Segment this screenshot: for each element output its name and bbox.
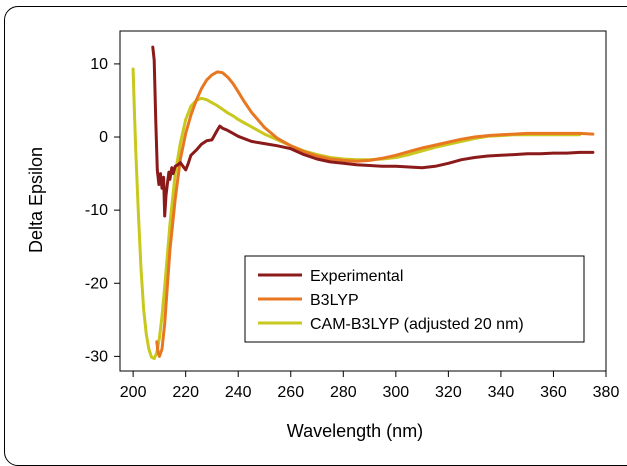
y-axis-label: Delta Epsilon [26, 147, 46, 253]
legend-label-experimental: Experimental [310, 268, 403, 285]
legend-label-b3lyp: B3LYP [310, 292, 359, 309]
plot-area-border [119, 30, 607, 372]
x-tick-label: 220 [172, 384, 199, 401]
series-line-b3lyp [155, 70, 595, 358]
x-tick-label: 340 [488, 384, 515, 401]
y-tick-label: 0 [99, 129, 108, 146]
legend-label-cam-b3lyp: CAM-B3LYP (adjusted 20 nm) [310, 316, 524, 333]
x-tick-label: 240 [225, 384, 252, 401]
x-axis: 200 220 240 260 280 300 320 340 360 380 [120, 371, 620, 401]
x-tick-label: 280 [330, 384, 357, 401]
y-axis: 10 0 -10 -20 -30 [85, 56, 120, 365]
x-axis-label: Wavelength (nm) [287, 421, 423, 441]
y-tick-label: -20 [85, 275, 108, 292]
series-line-experimental [151, 45, 595, 218]
y-tick-label: -10 [85, 202, 108, 219]
series-lines [131, 45, 595, 361]
x-tick-label: 260 [277, 384, 304, 401]
x-tick-label: 360 [540, 384, 567, 401]
x-tick-label: 320 [435, 384, 462, 401]
x-tick-label: 200 [120, 384, 147, 401]
x-tick-label: 300 [382, 384, 409, 401]
series-line-cam-b3lyp-adjusted-20-nm [131, 67, 582, 361]
chart-svg: 10 0 -10 -20 -30 200 220 240 260 280 300 320 340 360… [26, 30, 620, 441]
y-tick-label: 10 [90, 56, 108, 73]
x-tick-label: 380 [593, 384, 620, 401]
legend: Experimental B3LYP CAM-B3LYP (adjusted 2… [244, 255, 585, 343]
y-tick-label: -30 [85, 348, 108, 365]
